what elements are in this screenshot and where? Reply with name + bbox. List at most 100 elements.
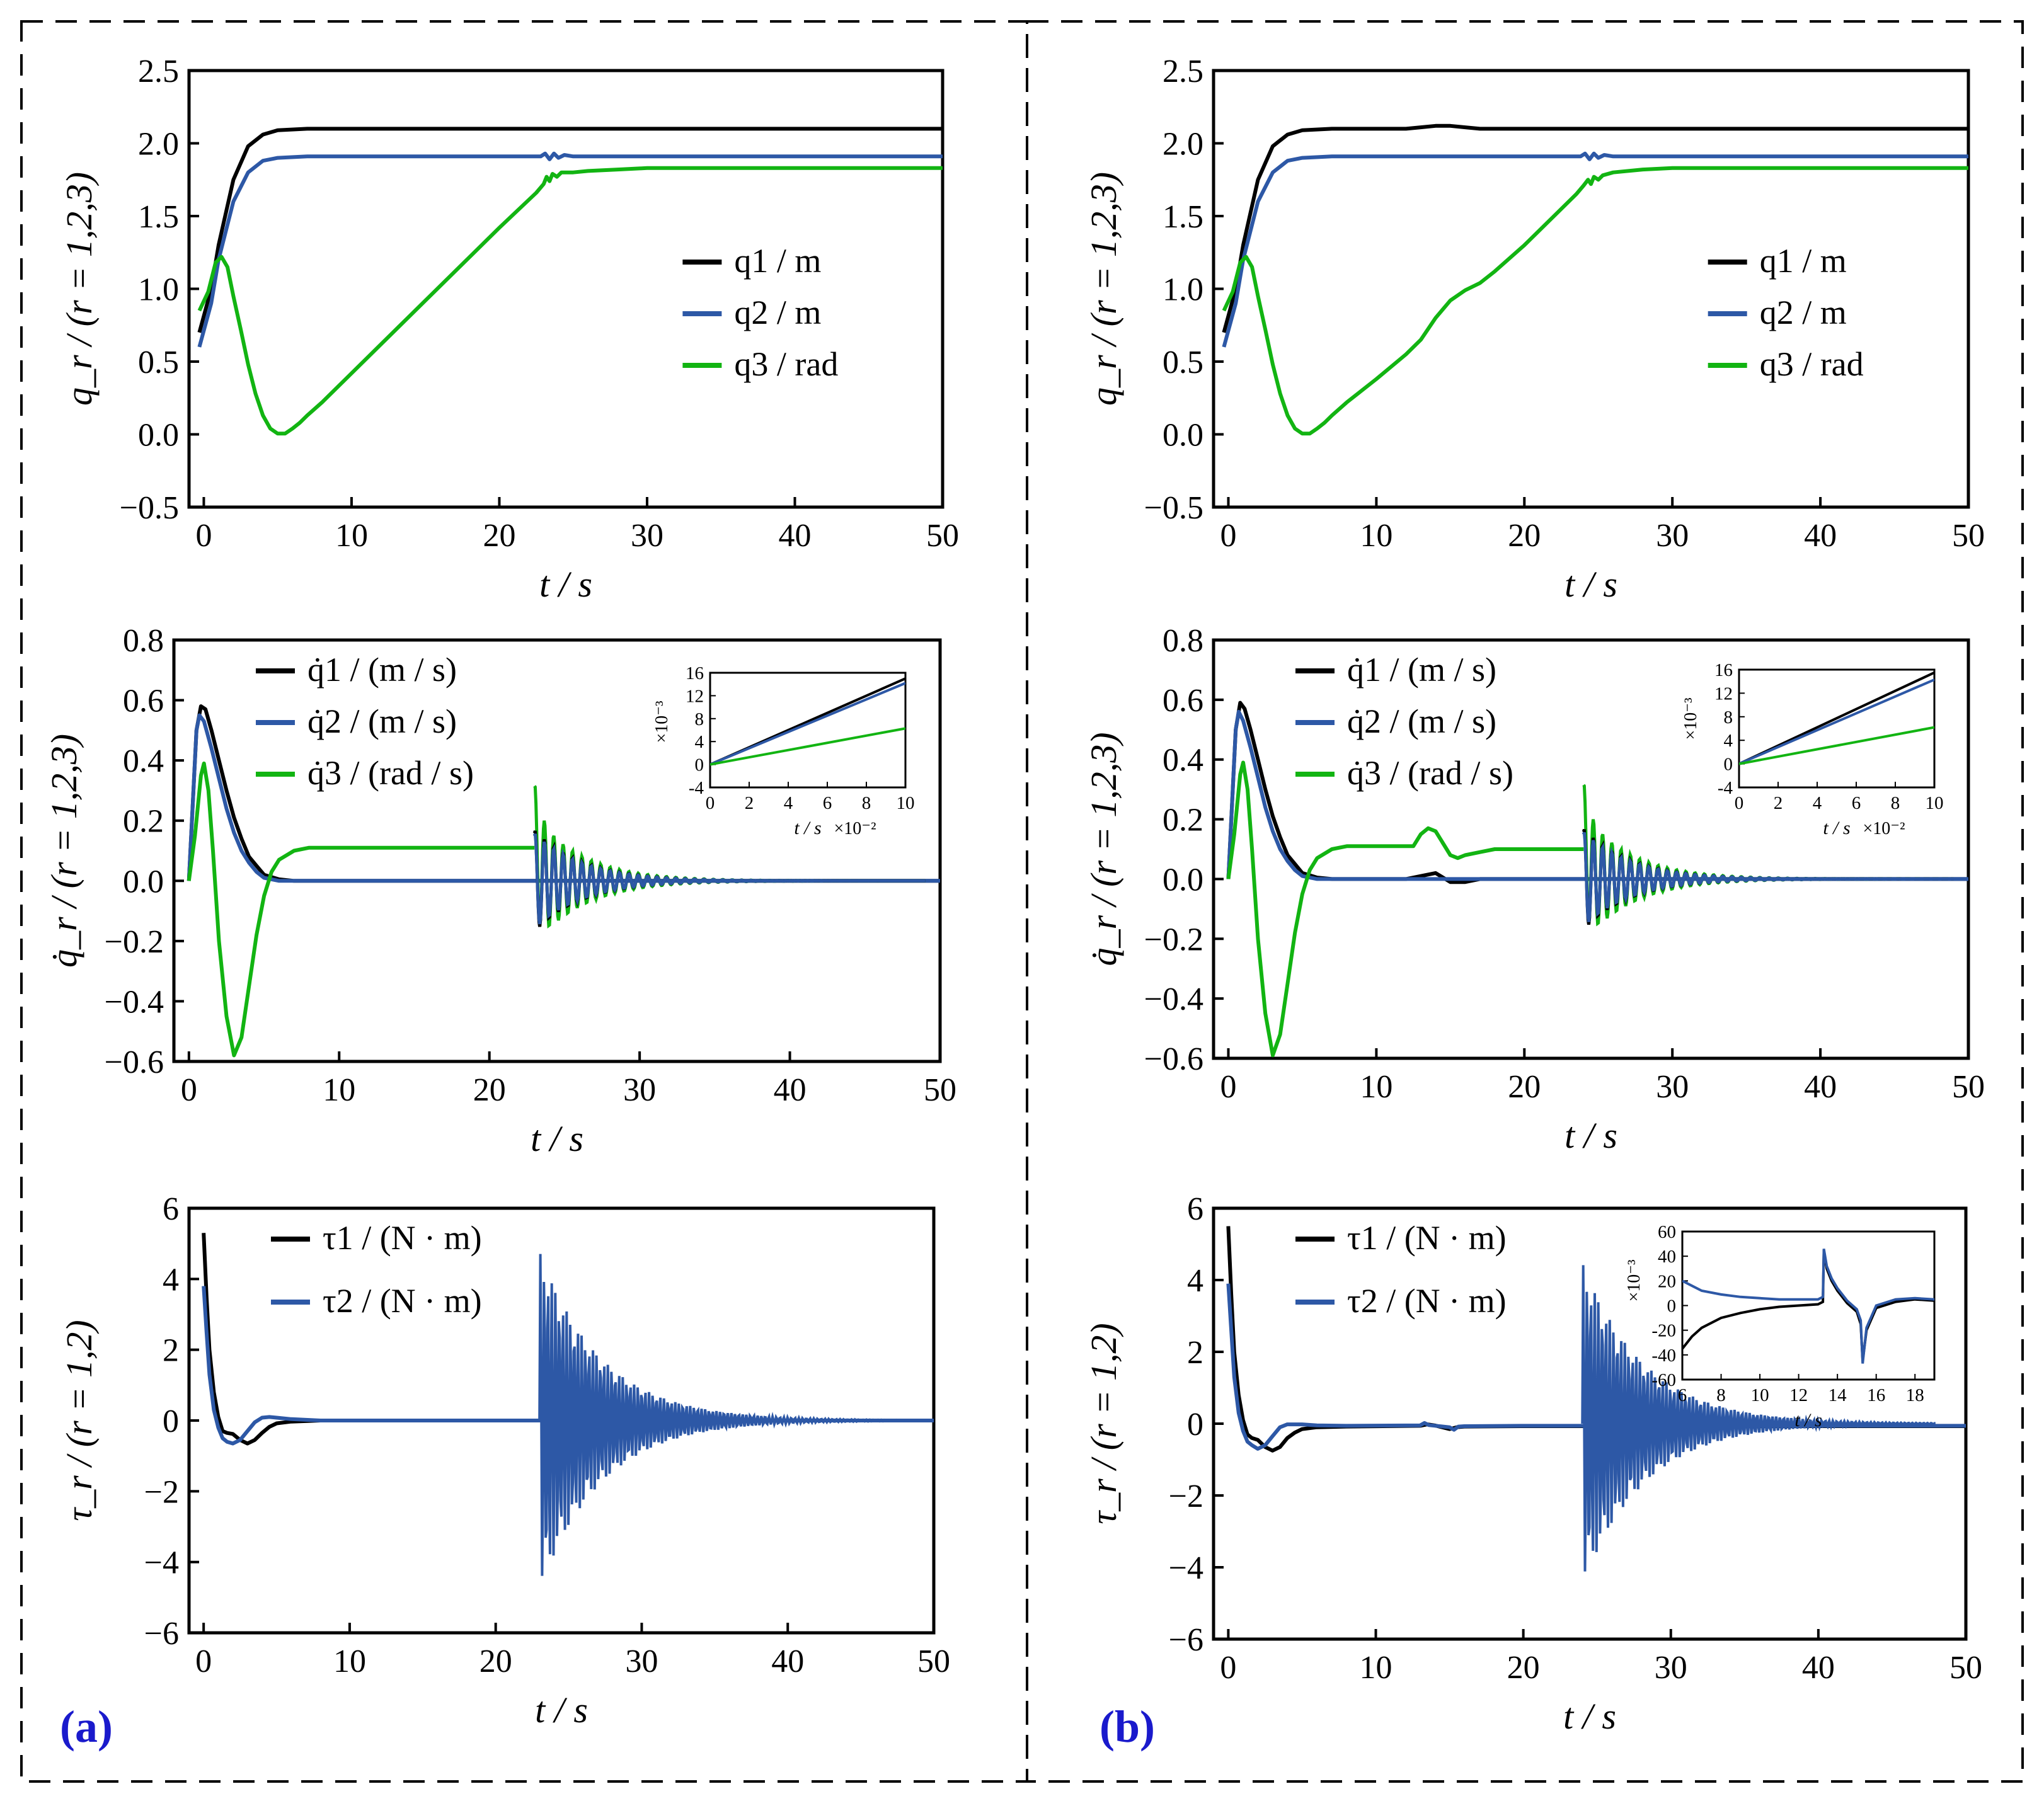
x-tick-label: 30 bbox=[625, 1644, 658, 1679]
legend-label: q̇1 / (m / s) bbox=[307, 651, 457, 689]
inset-series-group bbox=[1682, 1249, 1934, 1364]
legend-label: q̇3 / (rad / s) bbox=[307, 754, 474, 792]
y-tick-label: 0.6 bbox=[1163, 683, 1203, 719]
inset-series-group bbox=[710, 677, 905, 766]
inset-y-tick-label: 0 bbox=[1724, 755, 1733, 775]
x-tick-label: 50 bbox=[1949, 1650, 1982, 1686]
x-tick-label: 20 bbox=[479, 1644, 512, 1679]
frame-panel-b bbox=[1026, 20, 2024, 1783]
series-line-2 bbox=[187, 713, 940, 883]
y-tick-label: 0.5 bbox=[138, 345, 179, 380]
x-tick-label: 20 bbox=[1507, 1650, 1540, 1686]
series-line-1 bbox=[1222, 123, 1968, 333]
chart-series-group bbox=[1226, 700, 1968, 1058]
y-tick-label: 2 bbox=[1187, 1335, 1203, 1371]
x-axis-label: t / s bbox=[539, 564, 592, 605]
legend-label: q1 / m bbox=[734, 242, 821, 280]
y-tick-label: 6 bbox=[163, 1191, 179, 1227]
inset-series-group bbox=[1739, 671, 1934, 765]
x-tick-label: 50 bbox=[926, 518, 959, 554]
y-tick-label: 1.0 bbox=[138, 272, 179, 308]
y-tick-label: 1.5 bbox=[138, 199, 179, 235]
x-tick-label: 0 bbox=[1220, 518, 1236, 554]
inset-b-tau: 6 8 10 12 14 16 18 -60 -40 -20 0 20 40 60 t / s ×10⁻³ bbox=[1624, 1222, 1936, 1431]
legend-label: τ1 / (N · m) bbox=[323, 1219, 482, 1257]
inset-x-tick-label: 4 bbox=[1813, 793, 1822, 813]
x-tick-label: 50 bbox=[1952, 518, 1985, 554]
series-line-2 bbox=[202, 1286, 934, 1446]
legend-label: q̇3 / (rad / s) bbox=[1347, 754, 1513, 792]
axes-frame bbox=[1212, 638, 1970, 1060]
x-tick-label: 40 bbox=[774, 1072, 807, 1108]
y-tick-label: −6 bbox=[1169, 1622, 1203, 1658]
inset-x-tick-label: 10 bbox=[1926, 793, 1944, 813]
legend-label: τ2 / (N · m) bbox=[1347, 1282, 1507, 1320]
legend-label: q̇1 / (m / s) bbox=[1347, 651, 1496, 689]
inset-y-tick-label: -4 bbox=[1718, 778, 1733, 798]
inset-x-exponent: ×10⁻² bbox=[1863, 819, 1905, 838]
y-tick-label: 1.0 bbox=[1163, 272, 1203, 308]
x-tick-label: 50 bbox=[1952, 1069, 1985, 1105]
x-tick-label: 30 bbox=[1656, 518, 1689, 554]
inset-y-tick-label: 16 bbox=[1714, 660, 1733, 680]
y-tick-label: 0.6 bbox=[123, 683, 164, 719]
inset-series-line-2 bbox=[1682, 1249, 1934, 1364]
y-tick-label: 0.0 bbox=[1163, 862, 1203, 898]
y-axis-label: τ_r / (r = 1,2) bbox=[59, 1320, 100, 1521]
y-tick-label: 2.5 bbox=[138, 54, 179, 89]
series-burst-2 bbox=[532, 833, 926, 925]
inset-x-axis-label: t / s bbox=[1794, 1410, 1822, 1431]
x-tick-label: 10 bbox=[1360, 1650, 1392, 1686]
y-tick-label: 0.0 bbox=[123, 864, 164, 900]
y-tick-label: −0.2 bbox=[105, 924, 164, 960]
y-tick-label: −0.4 bbox=[1144, 981, 1203, 1017]
axes-frame bbox=[172, 638, 942, 1063]
inset-x-tick-label: 8 bbox=[862, 793, 871, 813]
x-tick-label: 50 bbox=[924, 1072, 956, 1108]
x-tick-label: 10 bbox=[1360, 1069, 1392, 1105]
inset-x-axis-label: t / s bbox=[794, 818, 821, 838]
inset-x-tick-label: 0 bbox=[706, 793, 715, 813]
inset-x-tick-label: 6 bbox=[823, 793, 832, 813]
x-tick-label: 20 bbox=[473, 1072, 506, 1108]
inset-x-tick-label: 16 bbox=[1867, 1385, 1885, 1405]
x-tick-label: 0 bbox=[1220, 1069, 1236, 1105]
y-tick-label: 4 bbox=[1187, 1263, 1203, 1299]
y-axis-label: q_r / (r = 1,2,3) bbox=[59, 172, 100, 406]
inset-y-tick-label: 4 bbox=[1724, 731, 1733, 751]
x-tick-label: 20 bbox=[483, 518, 515, 554]
x-axis-label: t / s bbox=[531, 1118, 583, 1159]
inset-y-exponent: ×10⁻³ bbox=[1624, 1260, 1644, 1302]
inset-x-tick-label: 2 bbox=[1774, 793, 1783, 813]
plots: 0 10 20 30 40 50−0.50.00.51.01.52.02.5t / sq_… bbox=[43, 54, 1985, 1737]
x-tick-label: 30 bbox=[1655, 1650, 1687, 1686]
inset-y-tick-label: 4 bbox=[695, 732, 704, 752]
inset-x-tick-label: 6 bbox=[1852, 793, 1861, 813]
y-axis-label: q̇_r / (r = 1,2,3) bbox=[43, 734, 84, 968]
y-tick-label: 0.2 bbox=[123, 804, 164, 840]
legend-label: q3 / rad bbox=[734, 345, 838, 383]
x-tick-label: 40 bbox=[771, 1644, 804, 1679]
inset-y-tick-label: -20 bbox=[1651, 1321, 1676, 1341]
x-tick-label: 30 bbox=[1656, 1069, 1689, 1105]
chart-a-pos: 0 10 20 30 40 50 −0.5 0.0 0.5 1.0 1.5 2.0 2.5 t / s q_… bbox=[59, 54, 959, 605]
x-axis-label: t / s bbox=[1565, 1115, 1617, 1156]
chart-series-group bbox=[1222, 123, 1968, 436]
x-tick-label: 10 bbox=[1360, 518, 1392, 554]
y-tick-label: −0.6 bbox=[1144, 1041, 1203, 1077]
y-tick-label: −4 bbox=[144, 1545, 179, 1581]
inset-x-tick-label: 10 bbox=[897, 793, 915, 813]
inset-series-line-2 bbox=[1739, 678, 1934, 765]
y-axis-label: q̇_r / (r = 1,2,3) bbox=[1083, 732, 1124, 966]
series-burst-tau2 bbox=[1581, 1265, 1936, 1572]
inset-y-tick-label: -40 bbox=[1651, 1346, 1676, 1366]
inset-series-line-3 bbox=[1739, 726, 1934, 765]
y-tick-label: 1.5 bbox=[1163, 199, 1203, 235]
y-tick-label: −2 bbox=[144, 1474, 179, 1510]
inset-x-tick-label: 4 bbox=[784, 793, 793, 813]
x-tick-label: 0 bbox=[195, 518, 212, 554]
inset-y-tick-label: 12 bbox=[686, 686, 704, 706]
